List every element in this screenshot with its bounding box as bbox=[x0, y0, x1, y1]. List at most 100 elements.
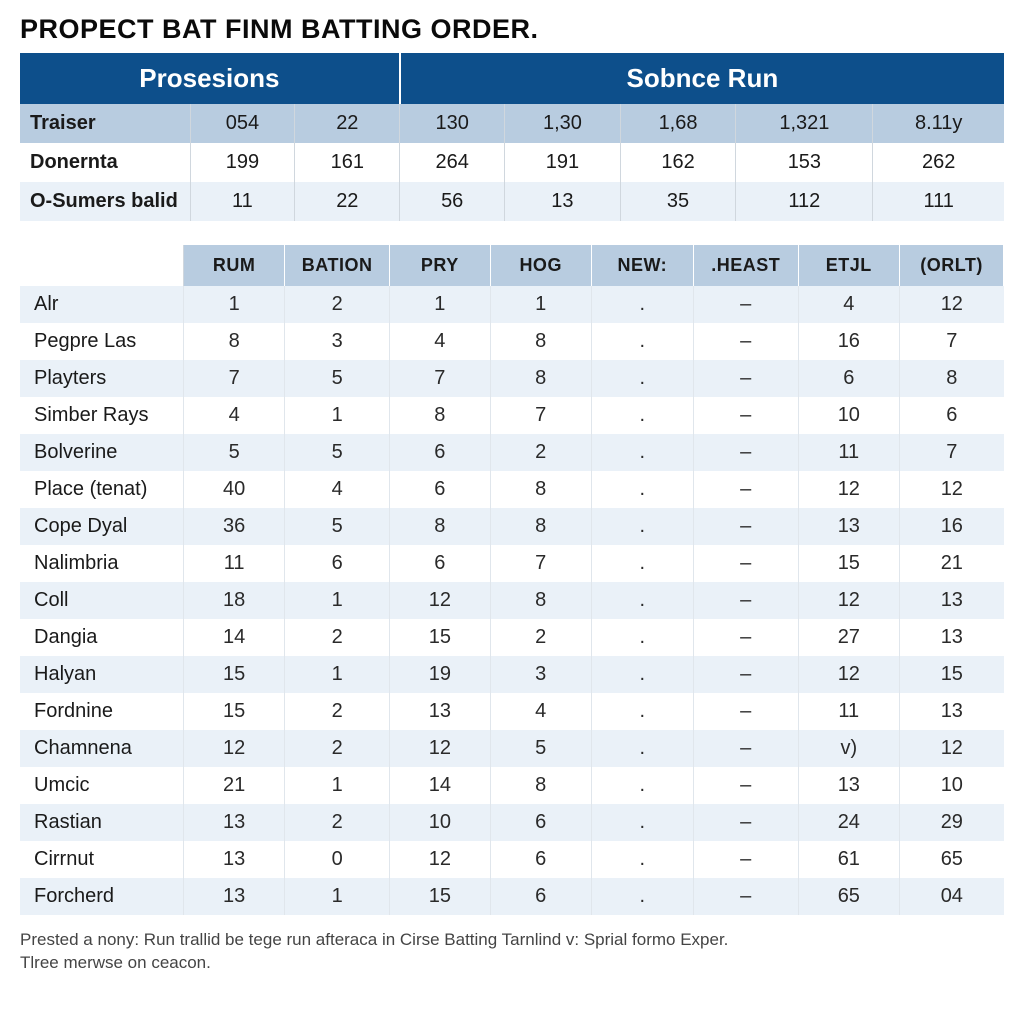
summary-row-label: O-Sumers balid bbox=[20, 182, 190, 221]
data-cell: 7 bbox=[900, 323, 1004, 360]
data-cell: – bbox=[693, 471, 798, 508]
data-cell: – bbox=[693, 693, 798, 730]
col-header-blank bbox=[20, 245, 184, 286]
data-cell: 8 bbox=[490, 508, 591, 545]
summary-cell: 054 bbox=[190, 104, 295, 143]
data-cell: 5 bbox=[285, 508, 390, 545]
data-cell: . bbox=[591, 619, 693, 656]
row-label: Cirrnut bbox=[20, 841, 184, 878]
row-label: Chamnena bbox=[20, 730, 184, 767]
data-cell: . bbox=[591, 841, 693, 878]
data-cell: 7 bbox=[490, 545, 591, 582]
data-cell: – bbox=[693, 878, 798, 915]
data-cell: 11 bbox=[798, 693, 900, 730]
data-cell: – bbox=[693, 434, 798, 471]
summary-cell: 153 bbox=[736, 143, 873, 182]
data-cell: . bbox=[591, 471, 693, 508]
data-cell: 8 bbox=[390, 397, 491, 434]
data-cell: 2 bbox=[285, 730, 390, 767]
data-cell: 5 bbox=[490, 730, 591, 767]
summary-cell: 130 bbox=[400, 104, 505, 143]
data-cell: 10 bbox=[900, 767, 1004, 804]
data-cell: 1 bbox=[285, 582, 390, 619]
data-cell: 12 bbox=[798, 471, 900, 508]
data-cell: . bbox=[591, 434, 693, 471]
row-label: Coll bbox=[20, 582, 184, 619]
summary-group-2: Sobnce Run bbox=[400, 53, 1004, 104]
data-cell: v) bbox=[798, 730, 900, 767]
data-cell: . bbox=[591, 508, 693, 545]
row-label: Fordnine bbox=[20, 693, 184, 730]
summary-cell: 1,68 bbox=[620, 104, 736, 143]
table-row: Rastian132106.–2429 bbox=[20, 804, 1004, 841]
summary-table: Prosesions Sobnce Run Traiser 054 22 130… bbox=[20, 53, 1004, 221]
summary-cell: 22 bbox=[295, 182, 400, 221]
data-cell: 24 bbox=[798, 804, 900, 841]
data-cell: . bbox=[591, 656, 693, 693]
summary-cell: 1,321 bbox=[736, 104, 873, 143]
data-cell: 6 bbox=[390, 545, 491, 582]
data-cell: 27 bbox=[798, 619, 900, 656]
data-cell: 13 bbox=[798, 767, 900, 804]
data-cell: 14 bbox=[390, 767, 491, 804]
data-cell: 65 bbox=[900, 841, 1004, 878]
data-cell: – bbox=[693, 730, 798, 767]
summary-header-row: Prosesions Sobnce Run bbox=[20, 53, 1004, 104]
data-cell: – bbox=[693, 397, 798, 434]
col-header: PRY bbox=[390, 245, 491, 286]
data-cell: 0 bbox=[285, 841, 390, 878]
summary-cell: 1,30 bbox=[505, 104, 621, 143]
row-label: Rastian bbox=[20, 804, 184, 841]
data-cell: 8 bbox=[490, 471, 591, 508]
data-cell: 8 bbox=[490, 323, 591, 360]
data-cell: 5 bbox=[285, 434, 390, 471]
data-cell: . bbox=[591, 767, 693, 804]
data-cell: 36 bbox=[184, 508, 285, 545]
data-cell: – bbox=[693, 767, 798, 804]
data-cell: – bbox=[693, 545, 798, 582]
main-table: RUM BATION PRY HOG NEW: .HEAST ETJL (ORL… bbox=[20, 245, 1004, 915]
data-cell: 21 bbox=[900, 545, 1004, 582]
data-cell: – bbox=[693, 286, 798, 323]
data-cell: 2 bbox=[490, 434, 591, 471]
main-header-row: RUM BATION PRY HOG NEW: .HEAST ETJL (ORL… bbox=[20, 245, 1004, 286]
data-cell: 15 bbox=[390, 878, 491, 915]
data-cell: 8 bbox=[490, 582, 591, 619]
table-row: Simber Rays4187.–106 bbox=[20, 397, 1004, 434]
data-cell: 13 bbox=[900, 619, 1004, 656]
table-row: Cope Dyal36588.–1316 bbox=[20, 508, 1004, 545]
data-cell: 7 bbox=[900, 434, 1004, 471]
row-label: Bolverine bbox=[20, 434, 184, 471]
data-cell: 7 bbox=[390, 360, 491, 397]
table-row: Pegpre Las8348.–167 bbox=[20, 323, 1004, 360]
col-header: HOG bbox=[490, 245, 591, 286]
summary-row-label: Donernta bbox=[20, 143, 190, 182]
row-label: Pegpre Las bbox=[20, 323, 184, 360]
summary-cell: 191 bbox=[505, 143, 621, 182]
summary-row-1: Donernta 199 161 264 191 162 153 262 bbox=[20, 143, 1004, 182]
col-header: ETJL bbox=[798, 245, 900, 286]
data-cell: 11 bbox=[798, 434, 900, 471]
data-cell: 12 bbox=[900, 471, 1004, 508]
data-cell: 12 bbox=[900, 730, 1004, 767]
summary-row-0: Traiser 054 22 130 1,30 1,68 1,321 8.11y bbox=[20, 104, 1004, 143]
data-cell: 15 bbox=[184, 693, 285, 730]
summary-cell: 35 bbox=[620, 182, 736, 221]
data-cell: 6 bbox=[390, 471, 491, 508]
data-cell: 16 bbox=[798, 323, 900, 360]
data-cell: 2 bbox=[285, 286, 390, 323]
data-cell: 6 bbox=[900, 397, 1004, 434]
table-row: Playters7578.–68 bbox=[20, 360, 1004, 397]
row-label: Playters bbox=[20, 360, 184, 397]
data-cell: 61 bbox=[798, 841, 900, 878]
data-cell: 15 bbox=[390, 619, 491, 656]
data-cell: . bbox=[591, 360, 693, 397]
table-row: Chamnena122125.–v)12 bbox=[20, 730, 1004, 767]
data-cell: 3 bbox=[490, 656, 591, 693]
data-cell: 40 bbox=[184, 471, 285, 508]
data-cell: 13 bbox=[900, 693, 1004, 730]
row-label: Alr bbox=[20, 286, 184, 323]
col-header: (ORLT) bbox=[900, 245, 1004, 286]
summary-cell: 262 bbox=[873, 143, 1004, 182]
data-cell: 2 bbox=[285, 693, 390, 730]
